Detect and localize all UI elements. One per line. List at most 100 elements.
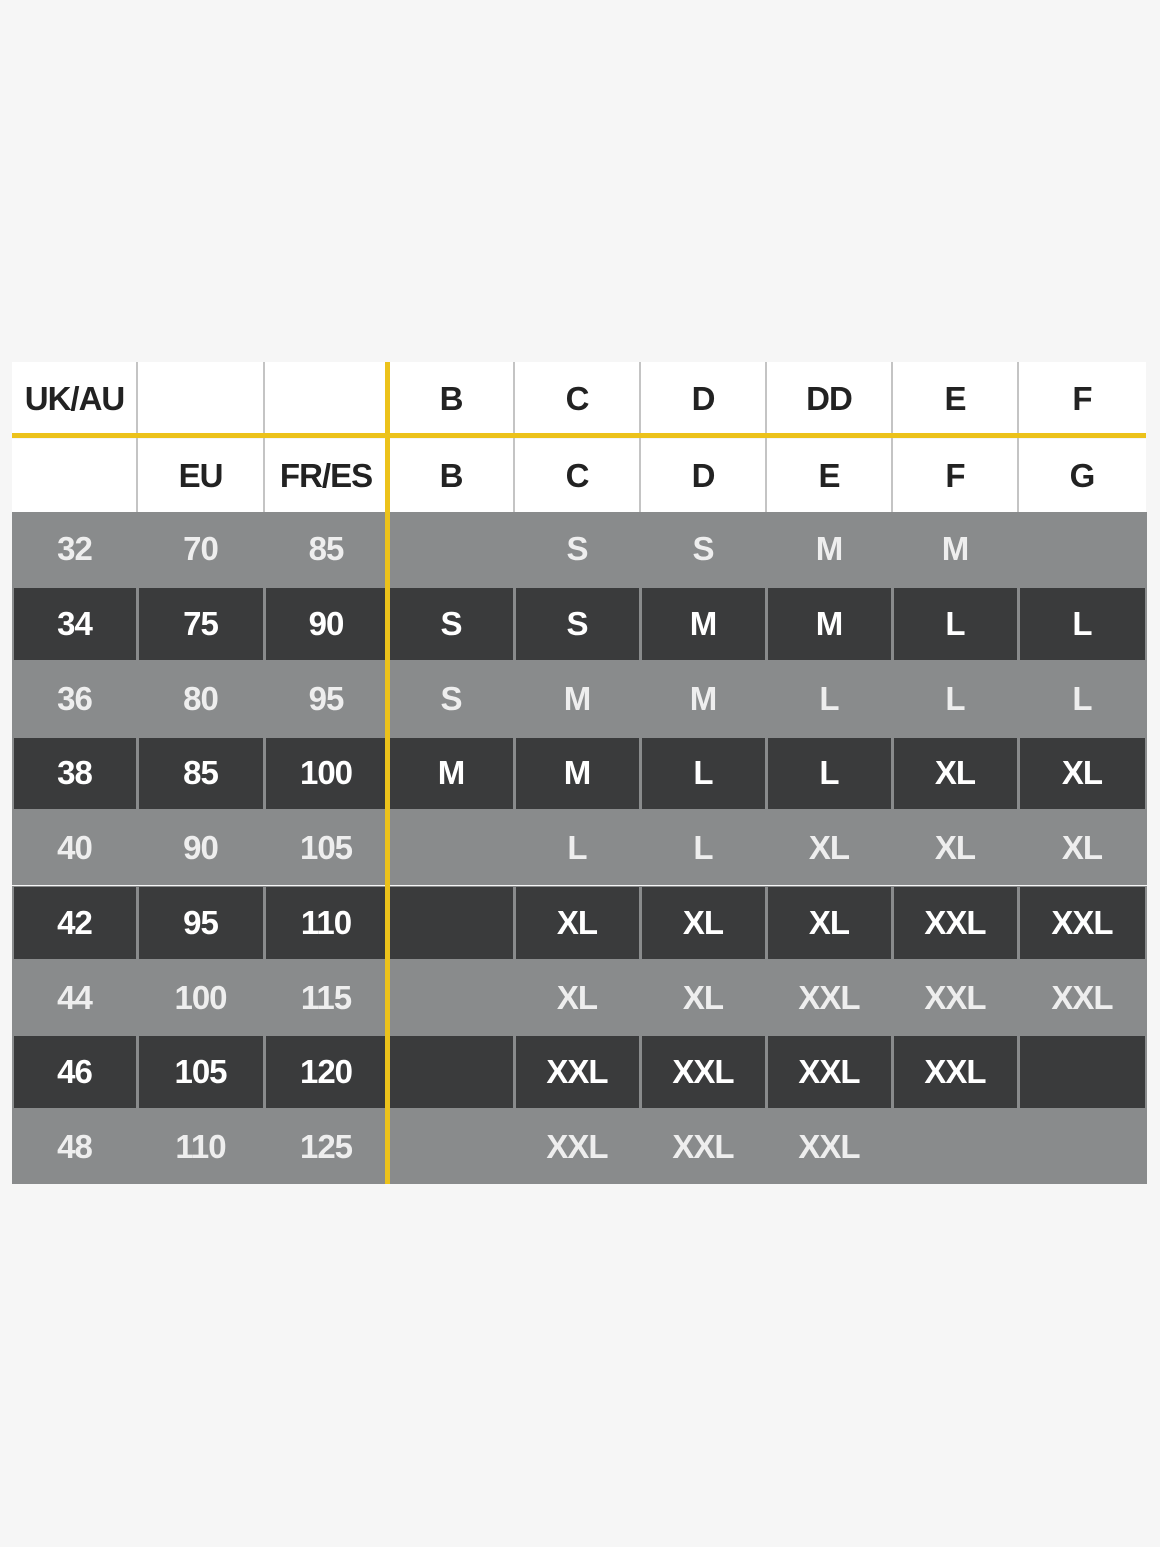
size-cell: XL — [515, 887, 639, 959]
size-cell: 48 — [12, 1109, 137, 1185]
size-cell: M — [640, 661, 766, 737]
header-cell: EU — [137, 439, 264, 512]
size-cell: S — [389, 588, 513, 660]
size-cell: 34 — [13, 588, 136, 660]
size-cell: 100 — [265, 737, 387, 810]
size-cell: XXL — [641, 1036, 765, 1109]
size-cell: 110 — [137, 1109, 264, 1185]
size-cell — [1018, 512, 1146, 587]
size-cell: L — [514, 810, 640, 886]
size-cell: M — [389, 737, 513, 810]
size-cell: 95 — [138, 887, 263, 959]
header-cell: D — [640, 439, 766, 512]
size-cell: 125 — [264, 1109, 388, 1185]
size-cell — [1018, 1109, 1146, 1185]
size-cell: 42 — [13, 887, 136, 959]
header-cell: DD — [766, 362, 892, 436]
header-cell: B — [388, 439, 514, 512]
header-cell: E — [892, 362, 1018, 436]
size-cell: L — [1019, 588, 1145, 660]
header-cell — [137, 362, 264, 436]
header-cell: FR/ES — [264, 439, 388, 512]
size-cell: M — [892, 512, 1018, 587]
size-cell: S — [388, 661, 514, 737]
size-cell: L — [766, 661, 892, 737]
size-cell: XL — [1018, 810, 1146, 886]
size-cell: L — [640, 810, 766, 886]
size-cell: M — [514, 661, 640, 737]
size-cell: 100 — [137, 960, 264, 1035]
size-cell: 38 — [13, 737, 136, 810]
size-cell: 90 — [137, 810, 264, 886]
size-cell: XXL — [767, 1036, 891, 1109]
size-cell: 46 — [13, 1036, 136, 1109]
size-cell: 95 — [264, 661, 388, 737]
size-cell: 32 — [12, 512, 137, 587]
yellow-rule — [385, 362, 390, 1185]
size-cell: M — [515, 737, 639, 810]
size-cell: XXL — [766, 1109, 892, 1185]
yellow-rule — [12, 433, 1146, 438]
header-cell: UK/AU — [12, 362, 137, 436]
size-cell: M — [767, 588, 891, 660]
header-cell: C — [514, 439, 640, 512]
size-cell: XXL — [1019, 887, 1145, 959]
size-cell — [388, 512, 514, 587]
size-cell — [1019, 1036, 1145, 1109]
size-cell: XL — [640, 960, 766, 1035]
size-cell: 44 — [12, 960, 137, 1035]
header-cell: E — [766, 439, 892, 512]
size-cell — [389, 1036, 513, 1109]
size-cell: 75 — [138, 588, 263, 660]
size-cell: 36 — [12, 661, 137, 737]
header-cell — [264, 362, 388, 436]
size-cell: XXL — [892, 960, 1018, 1035]
size-cell — [388, 810, 514, 886]
size-cell: XL — [514, 960, 640, 1035]
size-cell: L — [1018, 661, 1146, 737]
size-cell: XL — [641, 887, 765, 959]
header-cell: F — [1018, 362, 1146, 436]
size-cell — [389, 887, 513, 959]
header-cell: C — [514, 362, 640, 436]
size-cell: M — [766, 512, 892, 587]
size-cell: S — [640, 512, 766, 587]
size-cell: 85 — [138, 737, 263, 810]
size-cell: 80 — [137, 661, 264, 737]
size-cell — [892, 1109, 1018, 1185]
size-cell: L — [767, 737, 891, 810]
size-cell: XXL — [893, 1036, 1017, 1109]
size-cell: L — [641, 737, 765, 810]
size-cell: 105 — [264, 810, 388, 886]
size-cell: 90 — [265, 588, 387, 660]
size-cell: 110 — [265, 887, 387, 959]
size-cell: XXL — [640, 1109, 766, 1185]
size-cell: XL — [892, 810, 1018, 886]
size-cell: S — [514, 512, 640, 587]
size-cell: XXL — [893, 887, 1017, 959]
size-cell: L — [892, 661, 1018, 737]
size-cell: XXL — [766, 960, 892, 1035]
size-cell: XXL — [515, 1036, 639, 1109]
size-cell: XL — [767, 887, 891, 959]
size-cell: L — [893, 588, 1017, 660]
size-cell: XL — [893, 737, 1017, 810]
header-cell: F — [892, 439, 1018, 512]
size-cell — [388, 1109, 514, 1185]
header-cell: B — [388, 362, 514, 436]
size-cell: XXL — [1018, 960, 1146, 1035]
size-cell: XXL — [514, 1109, 640, 1185]
size-cell: 85 — [264, 512, 388, 587]
header-cell: D — [640, 362, 766, 436]
size-cell: 70 — [137, 512, 264, 587]
size-cell: S — [515, 588, 639, 660]
header-cell: G — [1018, 439, 1146, 512]
size-cell: XL — [1019, 737, 1145, 810]
size-cell: M — [641, 588, 765, 660]
size-cell: 115 — [264, 960, 388, 1035]
size-cell: 105 — [138, 1036, 263, 1109]
size-cell: XL — [766, 810, 892, 886]
size-cell: 120 — [265, 1036, 387, 1109]
